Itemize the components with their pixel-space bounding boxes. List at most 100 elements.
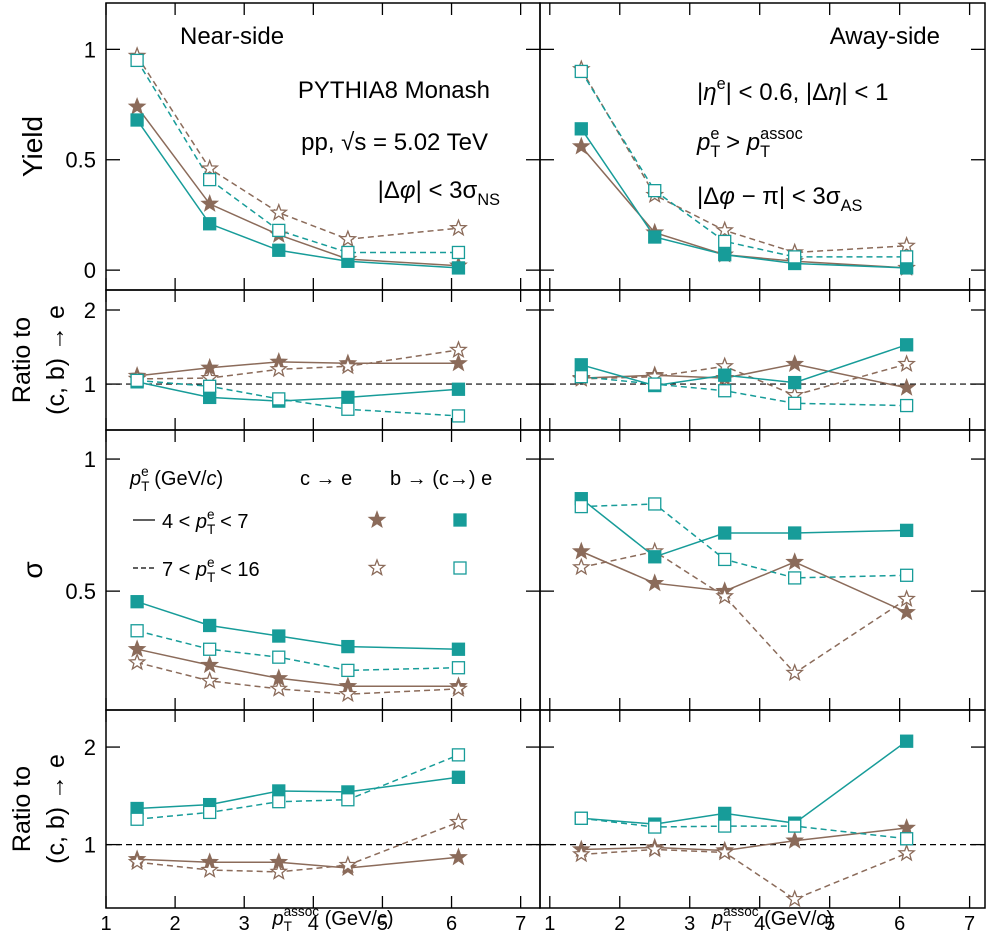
text-part: Near-side [180, 23, 284, 50]
data-point [341, 390, 355, 405]
x-axis-label: pTassoc (GeV/c) [271, 904, 393, 934]
data-point [897, 589, 916, 607]
annotation: |ηe| < 0.6, |Δη| < 1 [697, 75, 888, 106]
panel-frame [105, 709, 541, 909]
x-tick-label: 5 [824, 913, 835, 935]
text-part: |Δ [697, 183, 719, 210]
data-point [648, 230, 662, 244]
data-point [203, 805, 217, 820]
y-axis-label: Ratio to [8, 317, 36, 403]
data-point [451, 770, 466, 784]
y-axis-label: σ [17, 561, 48, 578]
data-point [899, 261, 914, 275]
data-point [899, 523, 914, 538]
data-point [899, 338, 914, 352]
data-point [897, 843, 916, 862]
series-line [137, 379, 459, 417]
data-point [203, 618, 217, 633]
data-point [571, 136, 591, 155]
data-point [127, 639, 147, 658]
series-line [581, 375, 907, 407]
text-part: | < 0.6, |Δ [726, 79, 829, 106]
y-tick-label: 0.5 [65, 148, 96, 173]
data-point [200, 655, 220, 674]
text-part: assoc [723, 904, 759, 919]
data-point [341, 245, 355, 260]
legend-marker [453, 513, 467, 527]
text-part: Away-side [830, 23, 940, 50]
data-point [571, 844, 591, 863]
data-point [785, 552, 805, 570]
text-part: p [195, 511, 207, 533]
data-point [341, 663, 355, 678]
data-point [451, 409, 466, 423]
y-tick-label: 2 [84, 735, 96, 760]
text-part: φ [719, 183, 735, 210]
text-part: φ [400, 177, 416, 204]
data-point [272, 392, 286, 406]
text-part: T [141, 479, 149, 494]
data-point [899, 832, 914, 846]
x-tick-label: 4 [308, 913, 319, 935]
x-tick-label: 3 [239, 913, 250, 935]
data-point [272, 795, 286, 809]
x-tick-label: 2 [170, 913, 181, 935]
text-part: PYTHIA8 Monash [298, 77, 490, 104]
text-part: − π| < 3σ [735, 183, 841, 210]
x-tick-label: 7 [964, 913, 975, 935]
data-point [897, 235, 916, 254]
x-tick-label: 7 [515, 913, 526, 935]
data-point [272, 223, 286, 238]
data-point [715, 842, 735, 861]
data-point [645, 839, 665, 858]
data-point [574, 499, 588, 514]
series-line [581, 827, 907, 852]
data-point [127, 96, 147, 115]
panel-frame [105, 289, 541, 431]
data-point [574, 811, 588, 825]
data-point [130, 113, 144, 127]
data-point [269, 202, 289, 221]
data-point [127, 652, 147, 671]
legend-marker [453, 561, 467, 575]
data-point [448, 847, 468, 866]
data-point [785, 830, 805, 849]
data-point [715, 586, 735, 605]
data-point [269, 862, 289, 880]
x-tick-label: 1 [100, 913, 111, 935]
y-tick-label: 0.5 [65, 579, 96, 604]
data-point [788, 375, 802, 390]
text-part: 7 < [162, 559, 196, 581]
data-point [788, 396, 802, 410]
data-point [648, 497, 662, 511]
data-point [448, 340, 468, 359]
data-point [269, 679, 289, 697]
data-point [272, 650, 286, 664]
y-tick-label: 1 [84, 447, 96, 472]
data-point [449, 812, 468, 831]
panel-frame [539, 709, 986, 909]
annotation: |Δφ| < 3σNS [378, 177, 500, 209]
data-point [451, 748, 466, 762]
y-axis-label: Yield [17, 116, 48, 177]
text-part: assoc [760, 125, 803, 143]
y-tick-label: 1 [84, 37, 96, 62]
data-point [338, 684, 358, 703]
x-tick-label: 1 [544, 913, 555, 935]
y-tick-label: 1 [84, 372, 96, 397]
data-point [718, 248, 732, 262]
legend-label: 7 < pTe < 16 [162, 555, 260, 585]
text-part: e [710, 125, 719, 143]
data-point [788, 526, 802, 540]
data-point [130, 812, 144, 826]
data-point [451, 661, 466, 675]
x-tick-label: 6 [446, 913, 457, 935]
x-tick-label: 2 [614, 913, 625, 935]
data-point [451, 245, 466, 260]
text-part: NS [477, 191, 500, 209]
data-point [718, 234, 732, 249]
text-part: AS [841, 197, 863, 215]
legend-species: c → e [300, 468, 352, 490]
text-part: |Δ [378, 177, 400, 204]
